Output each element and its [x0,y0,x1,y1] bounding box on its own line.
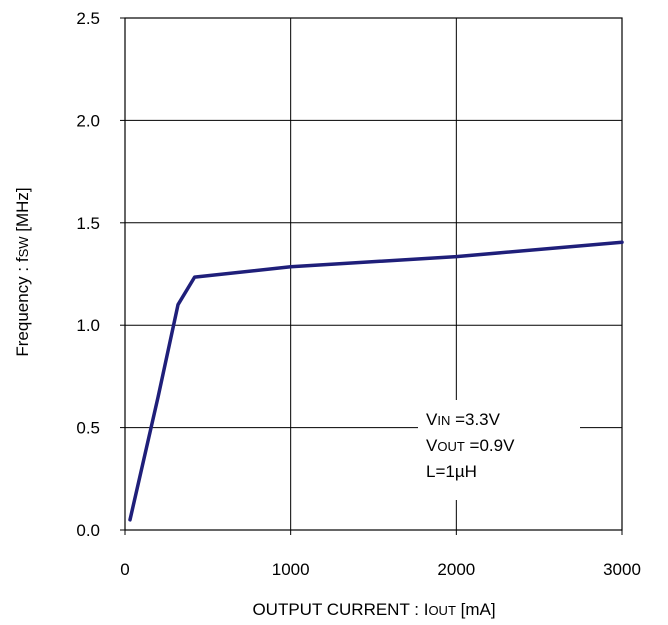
annotation-line-0: VIN =3.3V [426,410,501,429]
y-tick-label-0: 0.0 [76,521,100,540]
x-axis-title: OUTPUT CURRENT : IOUT [mA] [252,600,495,619]
series-group [128,240,624,522]
plot-area [124,17,623,531]
series-line-0 [128,240,624,522]
y-axis-ticks: 0.0 0.5 1.0 1.5 2.0 2.5 [76,9,125,540]
x-tick-label-0: 0 [120,560,129,579]
y-tick-label-4: 2.0 [76,111,100,130]
annotation-background [418,400,580,500]
x-tick-label-2: 2000 [437,560,475,579]
x-tick-label-1: 1000 [272,560,310,579]
annotation-line-1: VOUT =0.9V [426,436,515,455]
plot-frame [124,17,623,531]
x-tick-label-3: 3000 [603,560,641,579]
annotation-line-2: L=1µH [426,462,477,481]
x-axis-ticks: 0 1000 2000 3000 [120,530,641,579]
y-tick-label-5: 2.5 [76,9,100,28]
y-tick-label-2: 1.0 [76,316,100,335]
y-tick-label-3: 1.5 [76,214,100,233]
y-axis-title: Frequency : fSW [MHz] [13,187,32,356]
conditions-annotation: VIN =3.3V VOUT =0.9V L=1µH [418,400,580,500]
y-tick-label-1: 0.5 [76,419,100,438]
